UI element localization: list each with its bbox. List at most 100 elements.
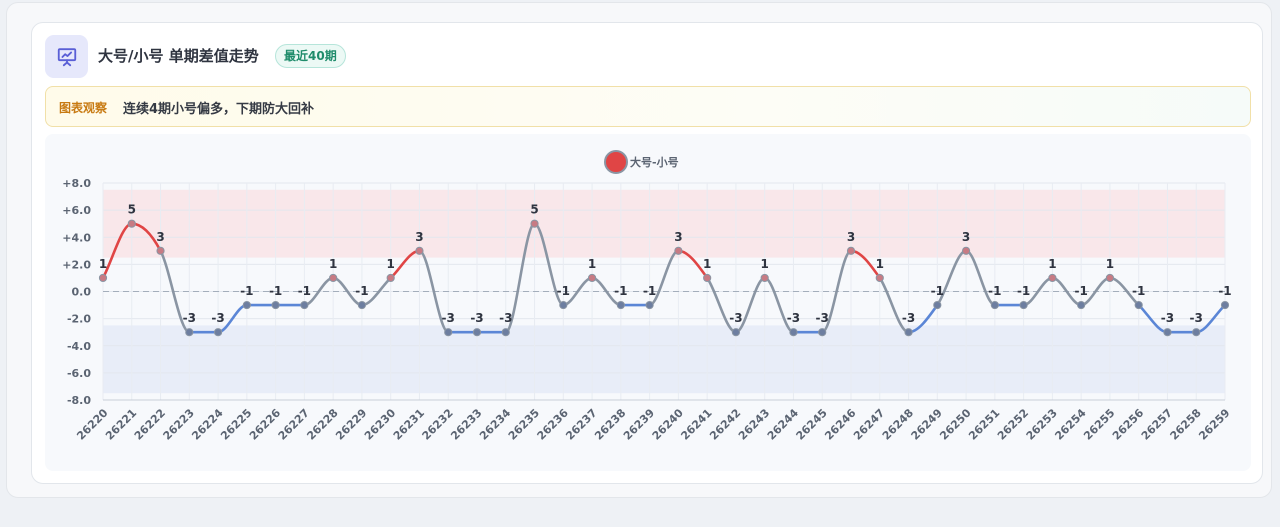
x-tick-label: 26246 (822, 406, 858, 442)
data-point (616, 300, 625, 310)
data-point (185, 328, 194, 337)
data-point (98, 273, 108, 283)
data-label: 1 (387, 257, 395, 271)
x-tick-label: 26221 (103, 406, 139, 442)
data-label: -1 (614, 284, 627, 298)
data-point (242, 300, 251, 310)
x-tick-label: 26222 (132, 406, 168, 442)
data-label: -1 (1017, 284, 1030, 298)
chart-legend[interactable]: 大号-小号 (604, 150, 679, 174)
data-label: -3 (211, 311, 224, 325)
data-point (559, 300, 568, 310)
data-point (386, 273, 395, 283)
x-tick-label: 26250 (937, 406, 973, 442)
x-tick-label: 26248 (880, 406, 916, 442)
data-point (587, 273, 597, 283)
x-tick-label: 26256 (1110, 406, 1146, 442)
x-tick-label: 26245 (794, 406, 830, 442)
data-point (1163, 328, 1172, 337)
data-label: -3 (729, 311, 742, 325)
x-tick-label: 26237 (563, 406, 599, 442)
data-point (904, 328, 913, 337)
x-tick-label: 26235 (506, 406, 542, 442)
data-point (127, 219, 136, 228)
data-point (875, 273, 884, 283)
line-segment (820, 249, 853, 334)
high-zone-band (103, 189, 1225, 258)
data-label: -1 (298, 284, 311, 298)
x-tick-label: 26234 (477, 406, 513, 442)
x-tick-label: 26257 (1139, 406, 1175, 442)
presentation-chart-icon (45, 35, 88, 78)
data-label: 3 (156, 230, 164, 244)
data-label: -1 (355, 284, 368, 298)
data-label: 1 (703, 257, 711, 271)
data-label: 1 (99, 257, 107, 271)
data-label: -1 (1074, 284, 1087, 298)
data-label: -1 (988, 284, 1001, 298)
data-label: -1 (557, 284, 570, 298)
data-point (300, 300, 309, 310)
x-tick-label: 26255 (1081, 406, 1117, 442)
data-point (1192, 328, 1201, 337)
data-point (530, 219, 539, 228)
data-label: 3 (415, 230, 423, 244)
x-tick-label: 26254 (1052, 406, 1088, 442)
x-tick-label: 26233 (448, 406, 484, 442)
data-point (415, 246, 424, 255)
data-point (156, 246, 165, 255)
data-point (933, 300, 942, 310)
data-point (501, 328, 510, 337)
x-tick-label: 26223 (161, 406, 197, 442)
difference-line-chart: +8.0 +6.0 +4.0 +2.0 0.0 -2.0 -4.0 -6.0 -8.026220… (62, 150, 1233, 443)
observation-label: 图表观察 (59, 101, 108, 115)
data-point (674, 246, 683, 255)
data-label: -3 (499, 311, 512, 325)
x-tick-label: 26253 (1024, 406, 1060, 442)
data-label: 1 (761, 257, 769, 271)
data-label: 1 (588, 257, 596, 271)
line-segment (504, 222, 536, 334)
x-tick-label: 26224 (189, 406, 225, 442)
data-point (731, 328, 741, 337)
data-point (357, 300, 367, 310)
y-tick-label: -6.0 (67, 367, 91, 380)
data-label: 1 (1106, 257, 1114, 271)
page-background: 大号/小号 单期差值走势 最近40期 图表观察 连续4期小号偏多，下期防大回补 … (6, 2, 1272, 498)
x-tick-label: 26236 (535, 406, 571, 442)
data-point (703, 273, 712, 283)
data-label: 3 (962, 230, 970, 244)
x-tick-label: 26227 (276, 406, 312, 442)
y-tick-label: -4.0 (67, 340, 91, 353)
data-label: -3 (1161, 311, 1174, 325)
data-point (846, 246, 856, 255)
x-tick-label: 26228 (304, 406, 340, 442)
data-label: -3 (816, 311, 829, 325)
period-badge: 最近40期 (275, 44, 346, 68)
data-point (444, 328, 453, 337)
data-label: -3 (470, 311, 483, 325)
line-segment (418, 249, 450, 334)
data-point (990, 300, 999, 310)
data-point (1220, 300, 1230, 310)
x-tick-label: 26229 (333, 406, 369, 442)
y-tick-label: +2.0 (62, 258, 91, 271)
data-point (1105, 273, 1115, 283)
x-tick-label: 26259 (1196, 406, 1232, 442)
x-tick-label: 26231 (391, 406, 427, 442)
data-point (961, 246, 971, 255)
data-label: -1 (1132, 284, 1145, 298)
y-tick-label: 0.0 (72, 286, 92, 299)
x-tick-label: 26226 (247, 406, 283, 442)
data-label: -3 (1190, 311, 1203, 325)
data-label: 1 (1048, 257, 1056, 271)
data-point (818, 328, 827, 337)
low-zone-band (103, 325, 1225, 394)
x-tick-label: 26220 (74, 406, 110, 442)
x-tick-label: 26252 (995, 406, 1031, 442)
x-tick-label: 26232 (420, 406, 456, 442)
data-label: -3 (902, 311, 915, 325)
data-point (645, 300, 654, 310)
x-tick-label: 26247 (851, 406, 887, 442)
data-point (1077, 300, 1086, 310)
